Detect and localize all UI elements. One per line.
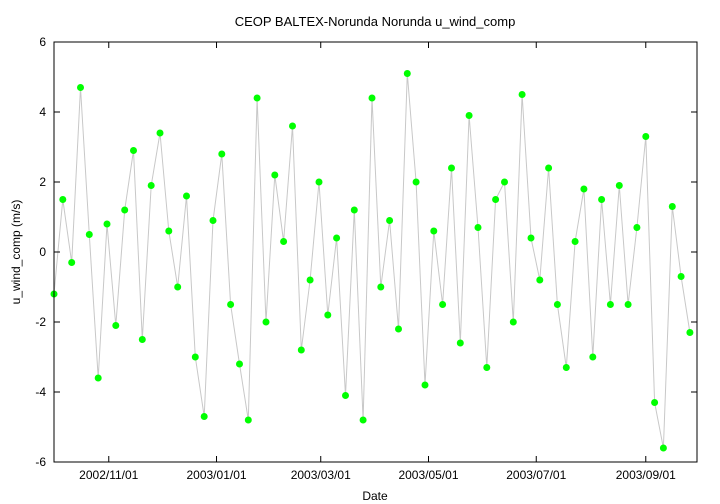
data-point bbox=[421, 381, 429, 389]
data-point bbox=[456, 339, 464, 347]
data-point bbox=[615, 182, 623, 189]
x-tick-label: 2003/03/01 bbox=[291, 468, 351, 482]
data-point bbox=[200, 413, 208, 420]
data-point bbox=[333, 234, 341, 242]
data-point bbox=[651, 399, 659, 406]
data-point bbox=[218, 150, 226, 158]
data-point bbox=[253, 94, 261, 102]
data-point bbox=[430, 227, 438, 235]
data-point bbox=[68, 259, 76, 266]
data-point bbox=[244, 416, 252, 424]
data-point bbox=[165, 227, 173, 235]
data-point bbox=[77, 84, 84, 91]
data-point bbox=[94, 374, 102, 382]
x-tick-label: 2003/05/01 bbox=[398, 468, 458, 482]
data-point bbox=[121, 206, 129, 214]
x-tick-label: 2003/09/01 bbox=[616, 468, 676, 482]
data-point bbox=[562, 364, 570, 371]
data-point bbox=[112, 322, 120, 329]
y-axis-label: u_wind_comp (m/s) bbox=[9, 200, 23, 305]
data-point bbox=[686, 329, 694, 336]
plot-frame bbox=[53, 41, 698, 463]
data-point bbox=[368, 94, 376, 102]
data-point bbox=[280, 238, 288, 245]
data-point bbox=[315, 178, 323, 186]
data-point bbox=[448, 164, 455, 172]
data-point bbox=[483, 364, 491, 371]
data-point bbox=[271, 171, 279, 179]
data-point bbox=[474, 224, 482, 231]
data-point bbox=[209, 217, 217, 224]
data-point bbox=[130, 147, 137, 154]
data-point bbox=[342, 392, 349, 399]
y-tick-label: 2 bbox=[39, 175, 46, 189]
data-point bbox=[138, 336, 146, 343]
data-point bbox=[659, 444, 667, 452]
y-tick-label: 6 bbox=[39, 35, 46, 49]
data-point bbox=[580, 185, 588, 193]
data-point bbox=[147, 182, 155, 189]
data-point bbox=[527, 234, 535, 242]
data-point bbox=[509, 318, 517, 326]
data-point bbox=[642, 133, 650, 140]
data-point bbox=[289, 122, 296, 130]
y-tick-label: 0 bbox=[39, 245, 46, 259]
data-point bbox=[536, 276, 544, 284]
data-point bbox=[262, 318, 270, 326]
data-point bbox=[183, 192, 190, 200]
data-point bbox=[359, 416, 367, 424]
x-axis-label: Date bbox=[362, 489, 388, 503]
data-point bbox=[633, 224, 641, 231]
data-point bbox=[236, 360, 243, 368]
x-tick-label: 2002/11/01 bbox=[79, 468, 138, 482]
data-point bbox=[395, 325, 402, 333]
chart-title: CEOP BALTEX-Norunda Norunda u_wind_comp bbox=[235, 14, 516, 29]
data-point bbox=[501, 178, 508, 186]
data-point bbox=[297, 346, 305, 354]
data-point bbox=[377, 283, 385, 291]
y-tick-label: -2 bbox=[35, 315, 46, 329]
data-point bbox=[553, 301, 561, 308]
data-point bbox=[85, 231, 93, 238]
data-point bbox=[403, 70, 411, 77]
data-point bbox=[465, 112, 473, 119]
data-point bbox=[571, 238, 579, 245]
data-point bbox=[624, 301, 632, 308]
data-point bbox=[350, 206, 358, 214]
series-line bbox=[53, 73, 691, 449]
data-point bbox=[598, 196, 606, 203]
x-tick-label: 2003/07/01 bbox=[506, 468, 566, 482]
data-point bbox=[227, 301, 235, 308]
data-point bbox=[324, 311, 332, 319]
data-point bbox=[589, 353, 597, 361]
y-tick-label: -4 bbox=[35, 385, 46, 399]
data-point bbox=[103, 220, 111, 228]
data-point bbox=[668, 203, 676, 210]
data-point bbox=[606, 301, 614, 308]
data-point bbox=[518, 91, 526, 98]
x-axis: 2002/11/01 2003/01/01 2003/03/01 2003/05/01… bbox=[79, 42, 676, 482]
data-point bbox=[439, 301, 447, 308]
data-point bbox=[677, 273, 685, 280]
data-point bbox=[59, 196, 67, 203]
data-point bbox=[174, 283, 182, 291]
y-axis: -6 -4 -2 0 2 4 6 bbox=[35, 35, 697, 469]
data-point bbox=[545, 164, 553, 172]
y-tick-label: 4 bbox=[39, 105, 46, 119]
data-point bbox=[492, 196, 500, 203]
data-point bbox=[412, 178, 420, 186]
x-tick-label: 2003/01/01 bbox=[186, 468, 246, 482]
data-series bbox=[50, 70, 694, 452]
y-tick-label: -6 bbox=[35, 455, 46, 469]
data-point bbox=[191, 353, 199, 361]
data-point bbox=[306, 276, 314, 284]
data-point bbox=[386, 217, 394, 224]
data-point bbox=[156, 129, 164, 137]
